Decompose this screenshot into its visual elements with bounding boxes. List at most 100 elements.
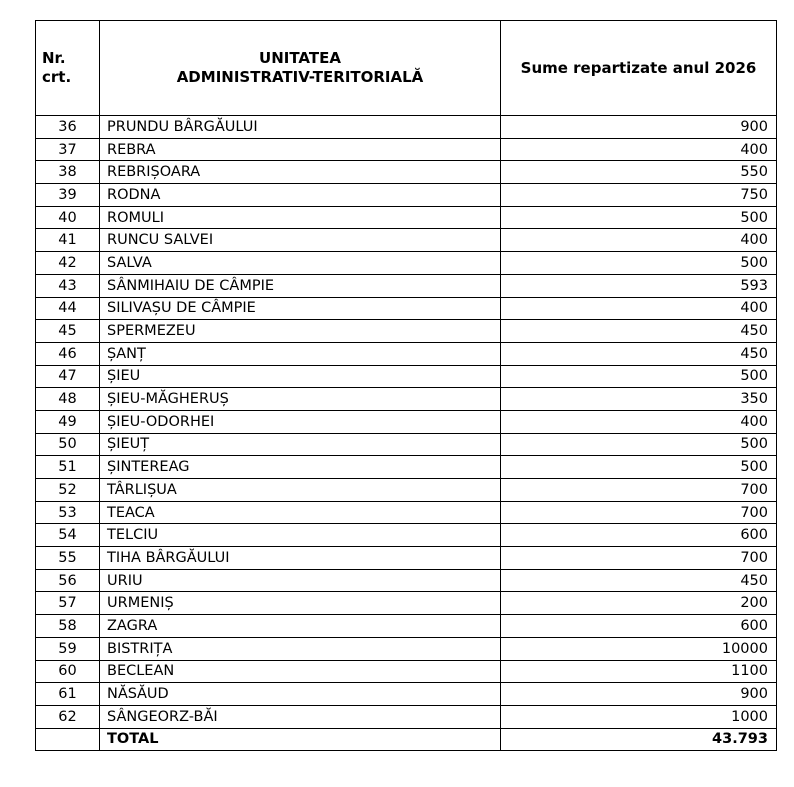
row-unit-name: BISTRIȚA [99,636,501,661]
row-unit-name: REBRIȘOARA [99,160,501,185]
table-row: 58 ZAGRA 600 [35,614,777,638]
row-unit-name: BECLEAN [99,659,501,684]
row-amount: 500 [500,432,777,457]
row-number: 61 [35,682,100,706]
header-unit-line1: UNITATEA [259,49,341,67]
table-row: 57 URMENIȘ 200 [35,591,777,616]
row-amount: 700 [500,478,777,502]
row-unit-name: RODNA [99,183,501,207]
row-number: 37 [35,137,100,162]
table-row: 50 ȘIEUȚ 500 [35,432,777,457]
row-number: 36 [35,115,100,139]
table-row: 42 SALVA 500 [35,251,777,275]
table-row: 37 REBRA 400 [35,137,777,162]
row-unit-name: NĂSĂUD [99,682,501,706]
row-number: 45 [35,319,100,343]
table-header-row: Nr. crt. UNITATEA ADMINISTRATIV-TERITORIAL… [35,20,777,116]
row-amount: 600 [500,523,777,548]
row-number: 57 [35,591,100,616]
row-number: 60 [35,659,100,684]
row-unit-name: PRUNDU BÂRGĂULUI [99,115,501,139]
row-unit-name: ȘIEU-ODORHEI [99,409,501,434]
row-amount: 500 [500,251,777,275]
row-amount: 700 [500,546,777,570]
header-unit-line2: ADMINISTRATIV-TERITORIALĂ [176,68,424,86]
header-nr-line1: Nr. [42,49,66,67]
row-number: 58 [35,614,100,638]
table-row: 44 SILIVAȘU DE CÂMPIE 400 [35,296,777,321]
row-number: 56 [35,568,100,593]
row-number: 39 [35,183,100,207]
row-amount: 1100 [500,659,777,684]
row-unit-name: ȘIEU-MĂGHERUȘ [99,387,501,411]
row-number: 55 [35,546,100,570]
row-amount: 400 [500,137,777,162]
total-value: 43.793 [500,727,777,752]
row-unit-name: SÂNMIHAIU DE CÂMPIE [99,273,501,298]
row-number: 41 [35,228,100,253]
row-amount: 400 [500,228,777,253]
row-unit-name: TEACA [99,500,501,525]
table-row: 39 RODNA 750 [35,183,777,207]
row-number: 54 [35,523,100,548]
table-row: 36 PRUNDU BÂRGĂULUI 900 [35,115,777,139]
table-row: 55 TIHA BÂRGĂULUI 700 [35,546,777,570]
row-unit-name: ȘINTEREAG [99,455,501,479]
table-row: 46 ȘANȚ 450 [35,341,777,366]
row-unit-name: URIU [99,568,501,593]
total-row: TOTAL 43.793 [35,727,777,752]
row-amount: 900 [500,115,777,139]
table-row: 52 TÂRLIȘUA 700 [35,478,777,502]
row-amount: 400 [500,409,777,434]
row-unit-name: RUNCU SALVEI [99,228,501,253]
row-number: 50 [35,432,100,457]
row-amount: 450 [500,568,777,593]
table-row: 49 ȘIEU-ODORHEI 400 [35,409,777,434]
row-number: 42 [35,251,100,275]
header-nr-line2: crt. [42,68,72,86]
row-number: 53 [35,500,100,525]
row-amount: 1000 [500,704,777,729]
row-number: 62 [35,704,100,729]
row-number: 52 [35,478,100,502]
table-row: 59 BISTRIȚA 10000 [35,636,777,661]
row-unit-name: ROMULI [99,205,501,230]
row-amount: 750 [500,183,777,207]
header-nr-crt: Nr. crt. [35,20,100,116]
row-amount: 450 [500,319,777,343]
row-number: 38 [35,160,100,185]
table-row: 53 TEACA 700 [35,500,777,525]
table-row: 40 ROMULI 500 [35,205,777,230]
row-amount: 350 [500,387,777,411]
table-row: 60 BECLEAN 1100 [35,659,777,684]
row-number: 51 [35,455,100,479]
row-amount: 450 [500,341,777,366]
row-unit-name: TÂRLIȘUA [99,478,501,502]
header-unit: UNITATEA ADMINISTRATIV-TERITORIALĂ [99,20,501,116]
row-number: 49 [35,409,100,434]
table-row: 41 RUNCU SALVEI 400 [35,228,777,253]
total-empty-cell [35,727,100,752]
row-unit-name: ȘIEUȚ [99,432,501,457]
row-unit-name: ȘANȚ [99,341,501,366]
table-row: 45 SPERMEZEU 450 [35,319,777,343]
row-unit-name: SÂNGEORZ-BĂI [99,704,501,729]
row-unit-name: ZAGRA [99,614,501,638]
row-unit-name: SALVA [99,251,501,275]
table-row: 56 URIU 450 [35,568,777,593]
row-unit-name: TIHA BÂRGĂULUI [99,546,501,570]
row-amount: 900 [500,682,777,706]
row-amount: 400 [500,296,777,321]
row-amount: 200 [500,591,777,616]
table-row: 62 SÂNGEORZ-BĂI 1000 [35,704,777,729]
row-number: 59 [35,636,100,661]
row-amount: 500 [500,364,777,389]
row-unit-name: URMENIȘ [99,591,501,616]
row-unit-name: SILIVAȘU DE CÂMPIE [99,296,501,321]
row-unit-name: REBRA [99,137,501,162]
total-label: TOTAL [99,727,501,752]
table-row: 61 NĂSĂUD 900 [35,682,777,706]
row-amount: 600 [500,614,777,638]
table-row: 43 SÂNMIHAIU DE CÂMPIE 593 [35,273,777,298]
row-amount: 10000 [500,636,777,661]
